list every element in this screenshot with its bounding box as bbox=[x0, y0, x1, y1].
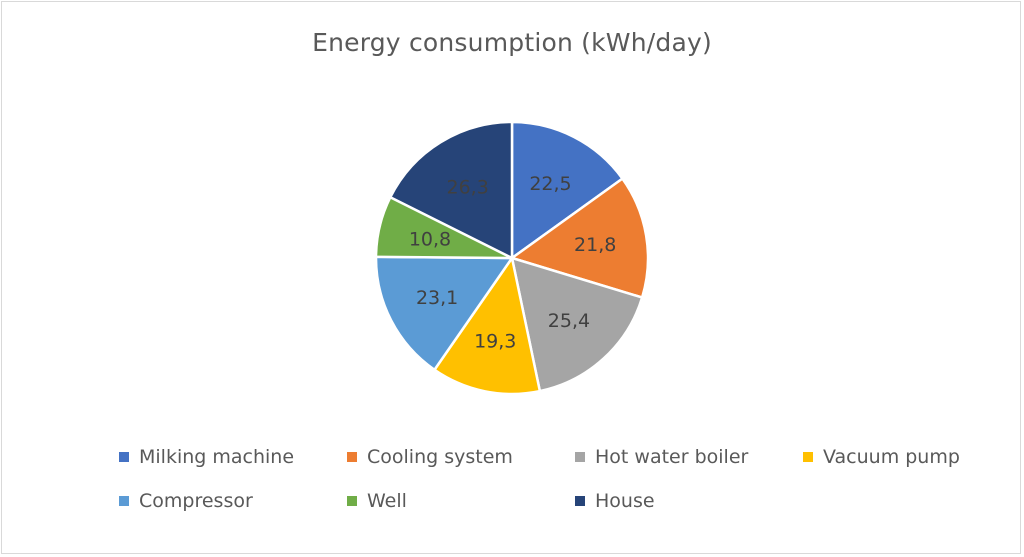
legend-swatch bbox=[347, 452, 357, 462]
pie-slice-milking-machine bbox=[510, 120, 625, 261]
legend-item-house: House bbox=[575, 490, 655, 512]
data-label: 26,3 bbox=[446, 176, 488, 198]
legend-label: Hot water boiler bbox=[595, 446, 749, 468]
legend-item-milking-machine: Milking machine bbox=[119, 446, 294, 468]
legend-swatch bbox=[575, 452, 585, 462]
legend-item-vacuum-pump: Vacuum pump bbox=[803, 446, 960, 468]
legend-label: Compressor bbox=[139, 490, 253, 512]
legend-swatch bbox=[119, 496, 129, 506]
chart-title: Energy consumption (kWh/day) bbox=[312, 28, 712, 57]
legend-label: Vacuum pump bbox=[823, 446, 960, 468]
legend-item-hot-water-boiler: Hot water boiler bbox=[575, 446, 748, 468]
legend-label: House bbox=[595, 490, 655, 512]
data-label: 10,8 bbox=[409, 228, 451, 250]
data-label: 25,4 bbox=[548, 310, 590, 332]
data-label: 23,1 bbox=[416, 287, 458, 309]
data-label: 21,8 bbox=[574, 234, 616, 256]
legend-label: Well bbox=[367, 490, 407, 512]
data-label: 19,3 bbox=[474, 331, 516, 353]
legend-item-compressor: Compressor bbox=[119, 490, 253, 512]
pie-slice-hot-water-boiler bbox=[510, 256, 644, 393]
legend-swatch bbox=[347, 496, 357, 506]
legend-swatch bbox=[803, 452, 813, 462]
legend-label: Cooling system bbox=[367, 446, 513, 468]
legend-item-well: Well bbox=[347, 490, 407, 512]
legend-label: Milking machine bbox=[139, 446, 295, 468]
pie-slice-house bbox=[388, 120, 514, 261]
pie-slice-vacuum-pump bbox=[432, 254, 542, 396]
data-label: 22,5 bbox=[529, 173, 571, 195]
legend-item-cooling-system: Cooling system bbox=[347, 446, 513, 468]
legend-swatch bbox=[575, 496, 585, 506]
legend-swatch bbox=[119, 452, 129, 462]
pie-slice-compressor bbox=[374, 255, 515, 372]
